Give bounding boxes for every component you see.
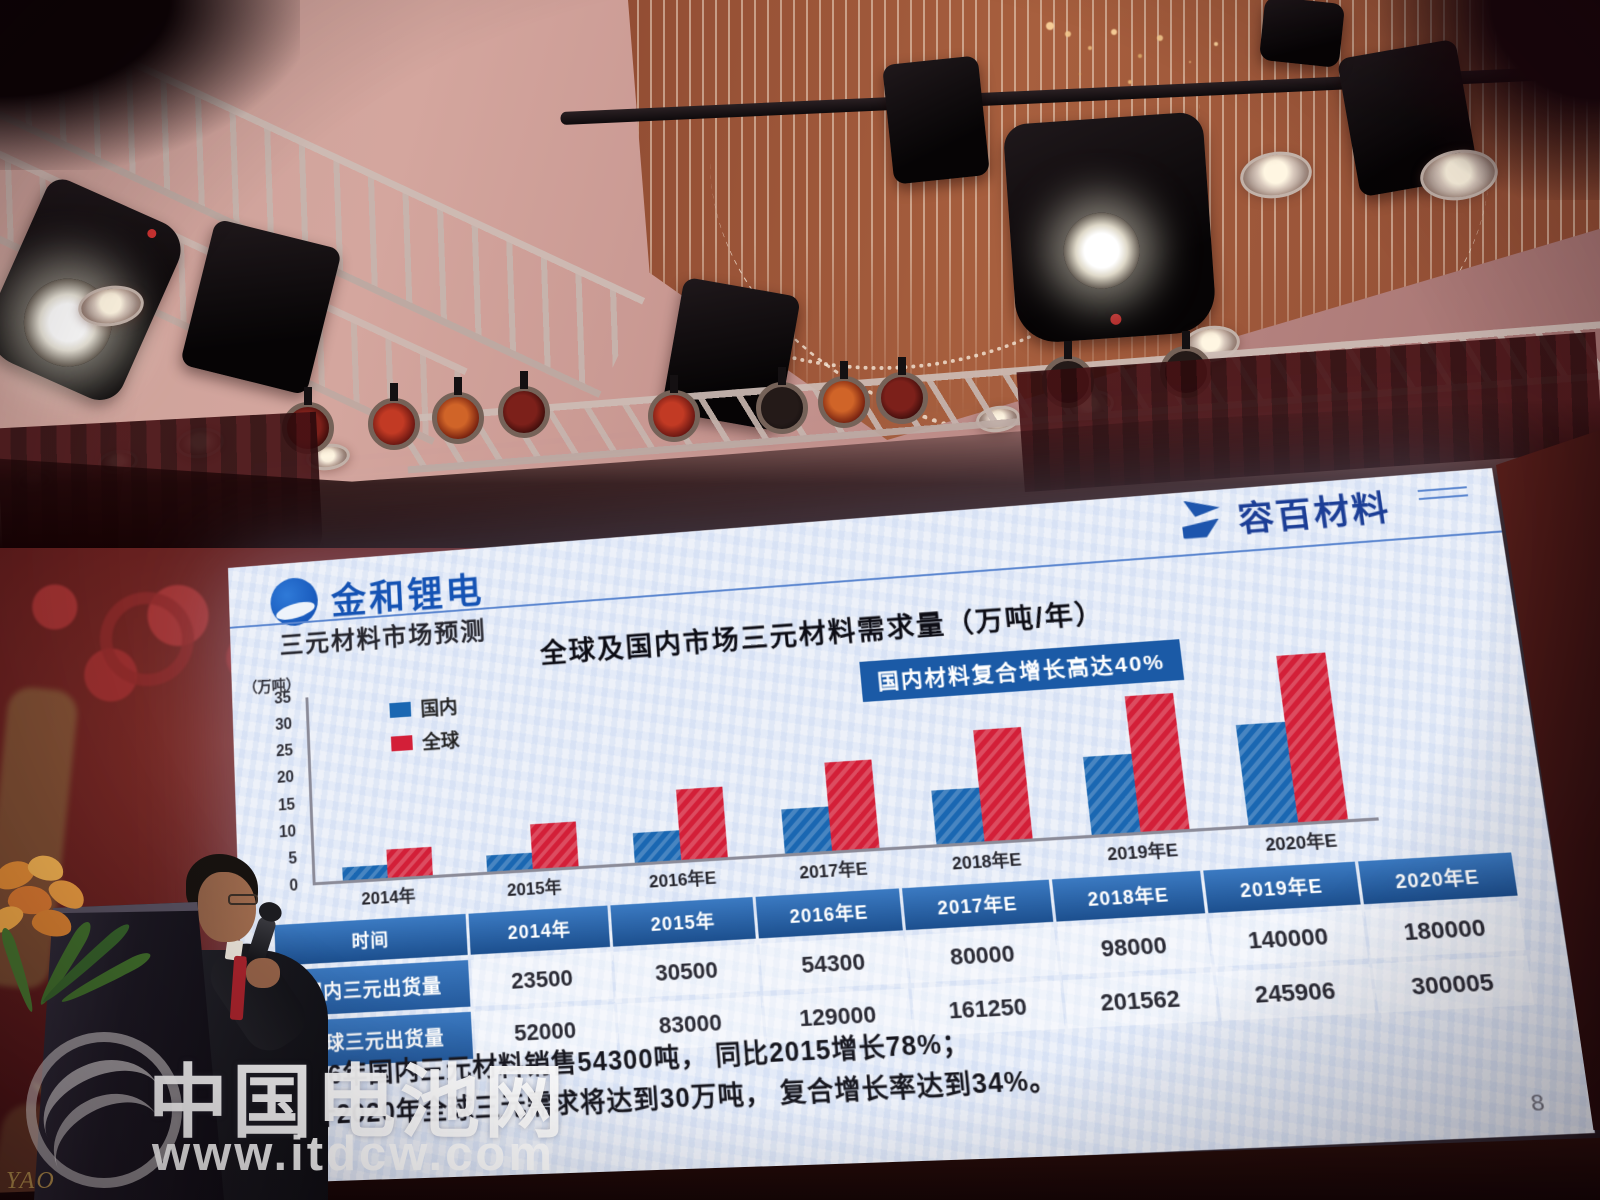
watermark-site-name: 中国电池网 — [148, 1058, 568, 1147]
par-can-light — [648, 375, 700, 442]
par-can-light — [876, 357, 928, 424]
par-can-light — [432, 377, 484, 444]
presenter-glasses — [228, 894, 258, 905]
par-can-light — [818, 361, 870, 428]
watermark-site-url: www.itdcw.com — [152, 1127, 555, 1181]
globe-logo-icon — [26, 1032, 182, 1188]
ceiling — [0, 0, 1600, 588]
presenter-hand — [246, 958, 280, 988]
chandelier-sparkles — [1046, 22, 1054, 30]
presenter-face — [198, 872, 256, 942]
par-can-light — [756, 367, 808, 434]
dark-corner — [1380, 0, 1600, 200]
par-can-light — [498, 371, 550, 438]
par-can-light — [368, 383, 420, 450]
watermark-corner-text: YAO — [6, 1168, 56, 1194]
dark-corner — [0, 0, 300, 170]
